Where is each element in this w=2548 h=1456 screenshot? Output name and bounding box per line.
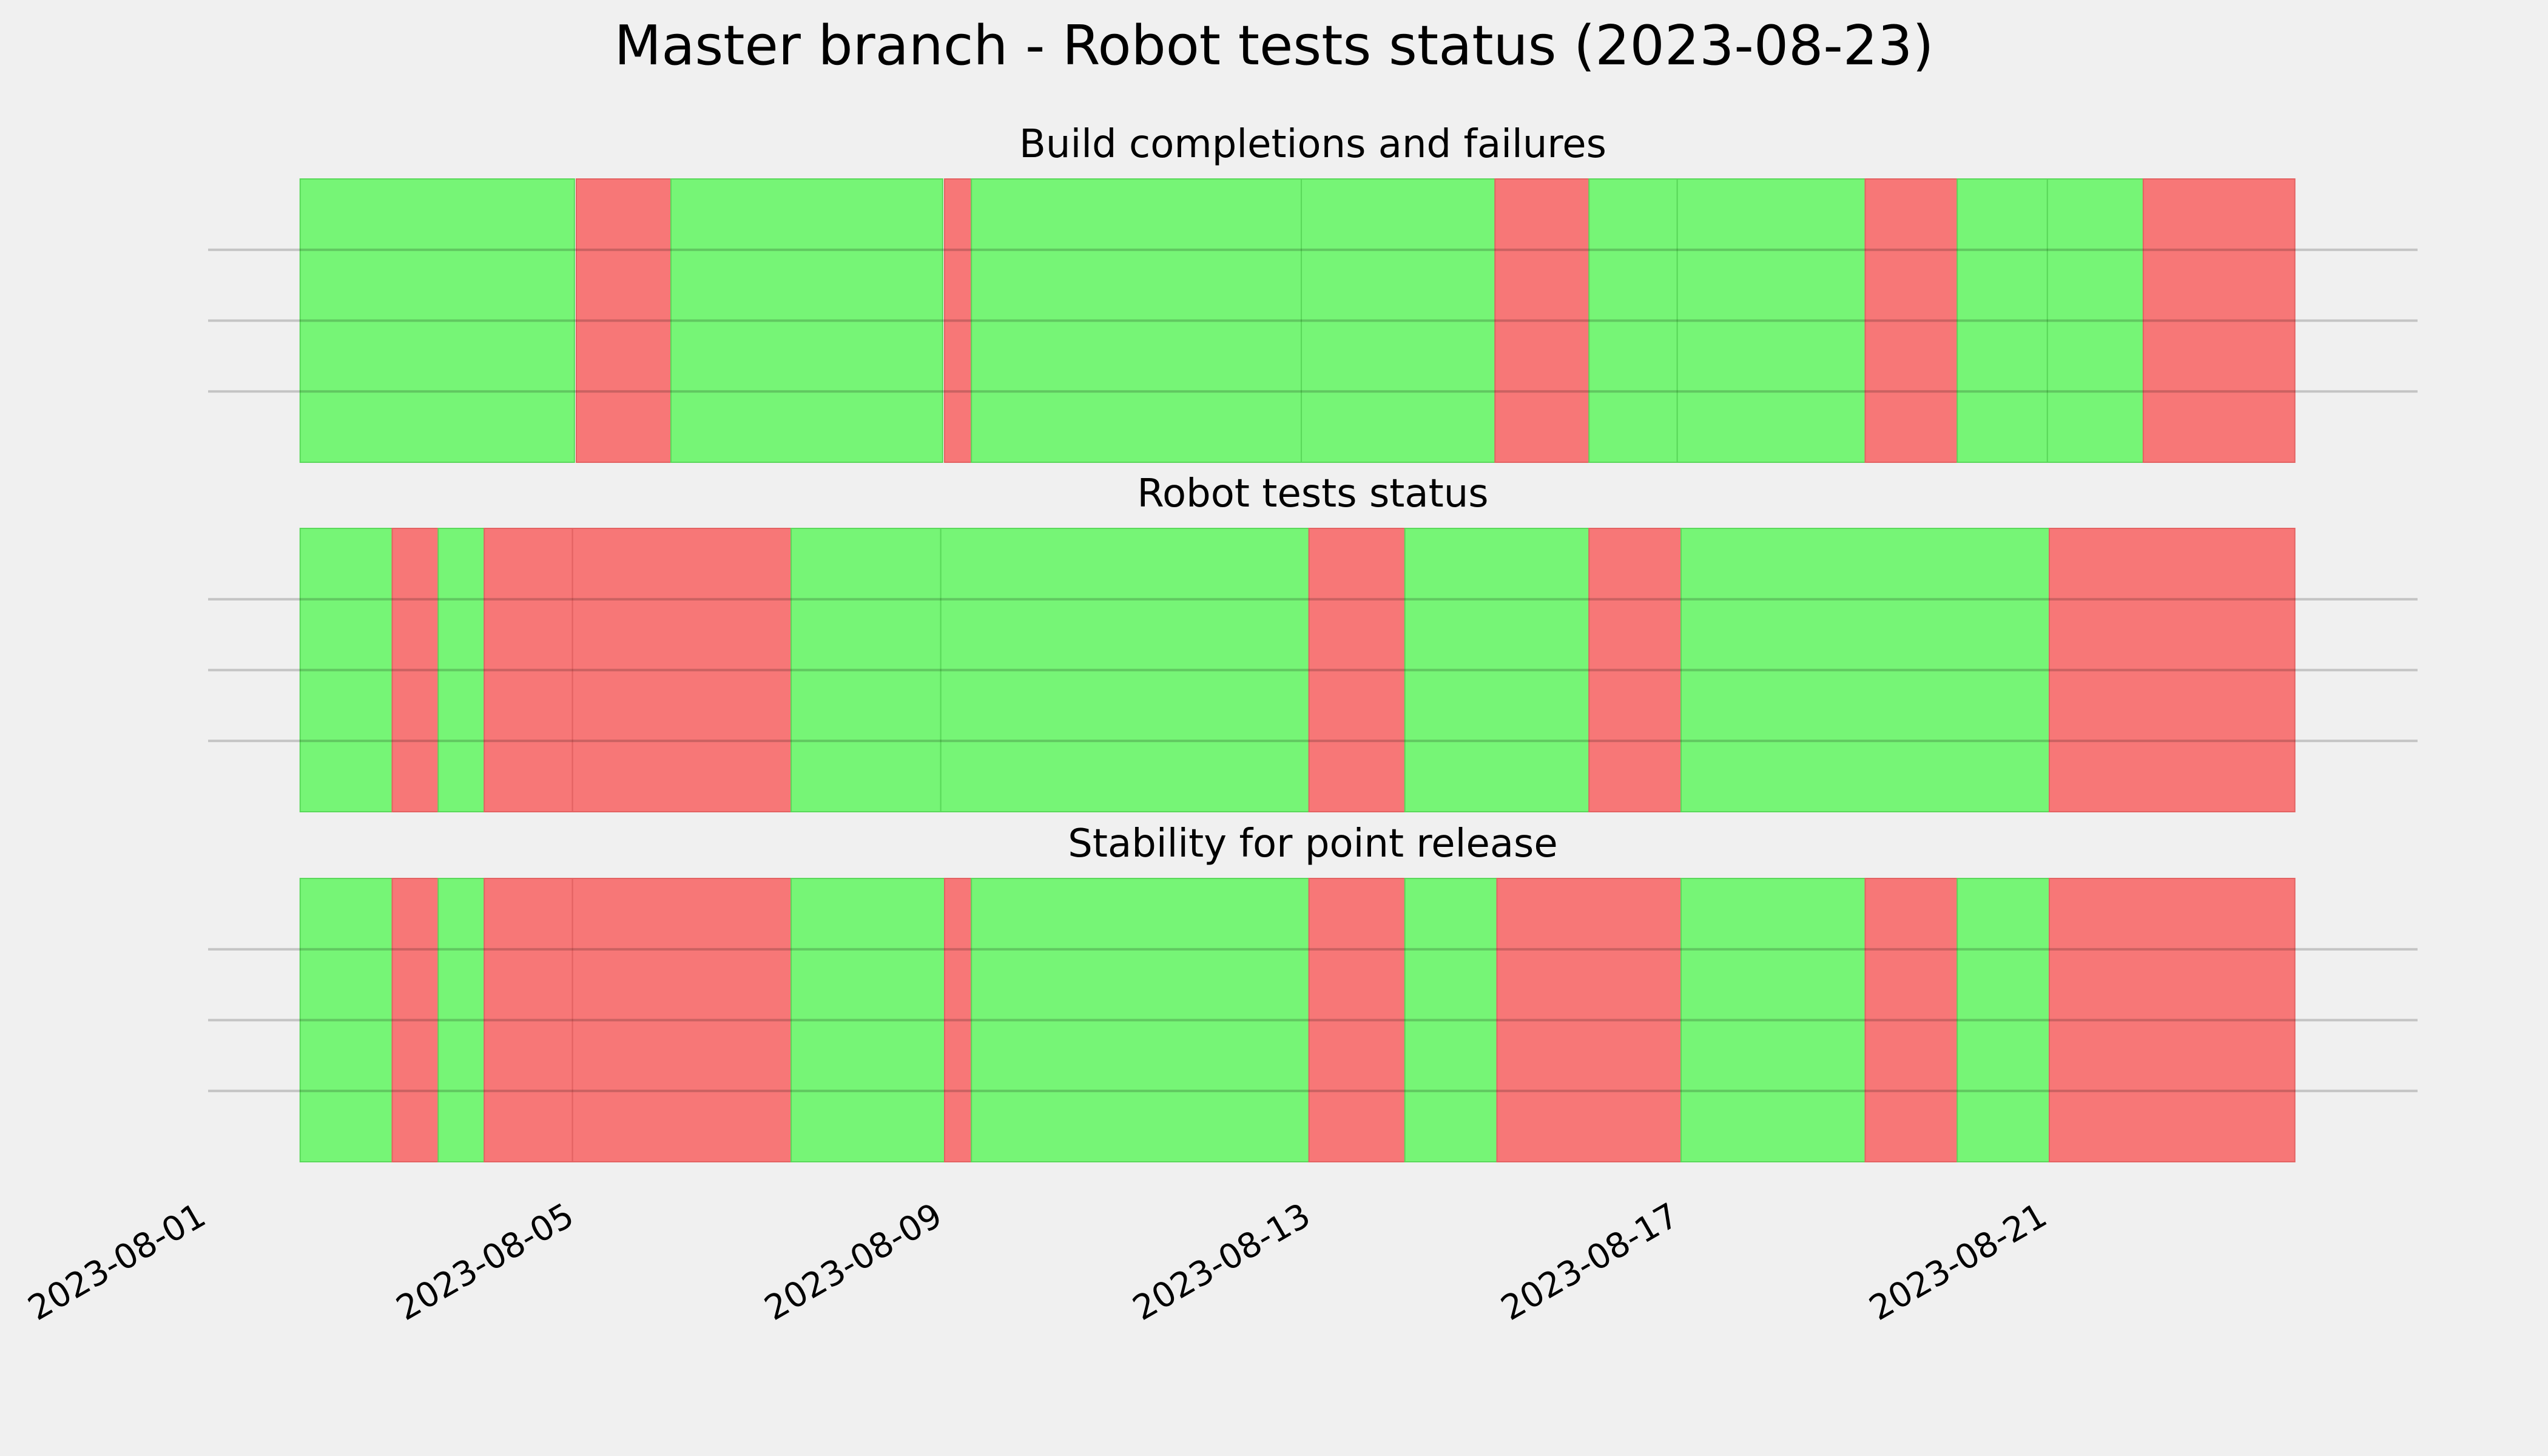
fail-segment (1308, 878, 1406, 1162)
panel-1: Build completions and failures (208, 122, 2418, 463)
fail-segment (571, 528, 792, 812)
fail-segment (2049, 528, 2296, 812)
pass-segment (437, 528, 485, 812)
pass-segment (1676, 178, 1866, 463)
panel-title: Stability for point release (1068, 821, 1558, 866)
fail-segment (2142, 178, 2296, 463)
fail-segment (391, 878, 439, 1162)
pass-segment (299, 528, 393, 812)
fail-segment (1496, 878, 1682, 1162)
pass-segment (790, 528, 942, 812)
pass-segment (299, 878, 393, 1162)
pass-segment (1956, 178, 2048, 463)
pass-segment (1404, 878, 1498, 1162)
pass-segment (790, 878, 946, 1162)
fail-segment (1864, 878, 1958, 1162)
fail-segment (1494, 178, 1590, 463)
pass-segment (670, 178, 943, 463)
fail-segment (1864, 178, 1958, 463)
fail-segment (571, 878, 792, 1162)
panel-title: Build completions and failures (1019, 122, 1606, 167)
fail-segment (2049, 878, 2296, 1162)
fail-segment (1308, 528, 1406, 812)
fail-segment (484, 528, 573, 812)
chart-title: Master branch - Robot tests status (2023… (615, 14, 1934, 78)
fail-segment (1588, 528, 1682, 812)
panel-3: Stability for point release (208, 821, 2418, 1162)
fail-segment (484, 878, 573, 1162)
pass-segment (971, 178, 1303, 463)
pass-segment (1956, 878, 2050, 1162)
pass-segment (971, 878, 1310, 1162)
panel-title: Robot tests status (1137, 471, 1488, 516)
pass-segment (299, 178, 575, 463)
pass-segment (940, 528, 1310, 812)
pass-segment (2046, 178, 2144, 463)
fail-segment (944, 178, 972, 463)
pass-segment (1588, 178, 1678, 463)
fail-segment (944, 878, 972, 1162)
pass-segment (1301, 178, 1496, 463)
pass-segment (1404, 528, 1590, 812)
panels: Build completions and failures Robot test… (208, 122, 2418, 1162)
pass-segment (1680, 528, 2050, 812)
fail-segment (391, 528, 439, 812)
panel-2: Robot tests status (208, 471, 2418, 812)
